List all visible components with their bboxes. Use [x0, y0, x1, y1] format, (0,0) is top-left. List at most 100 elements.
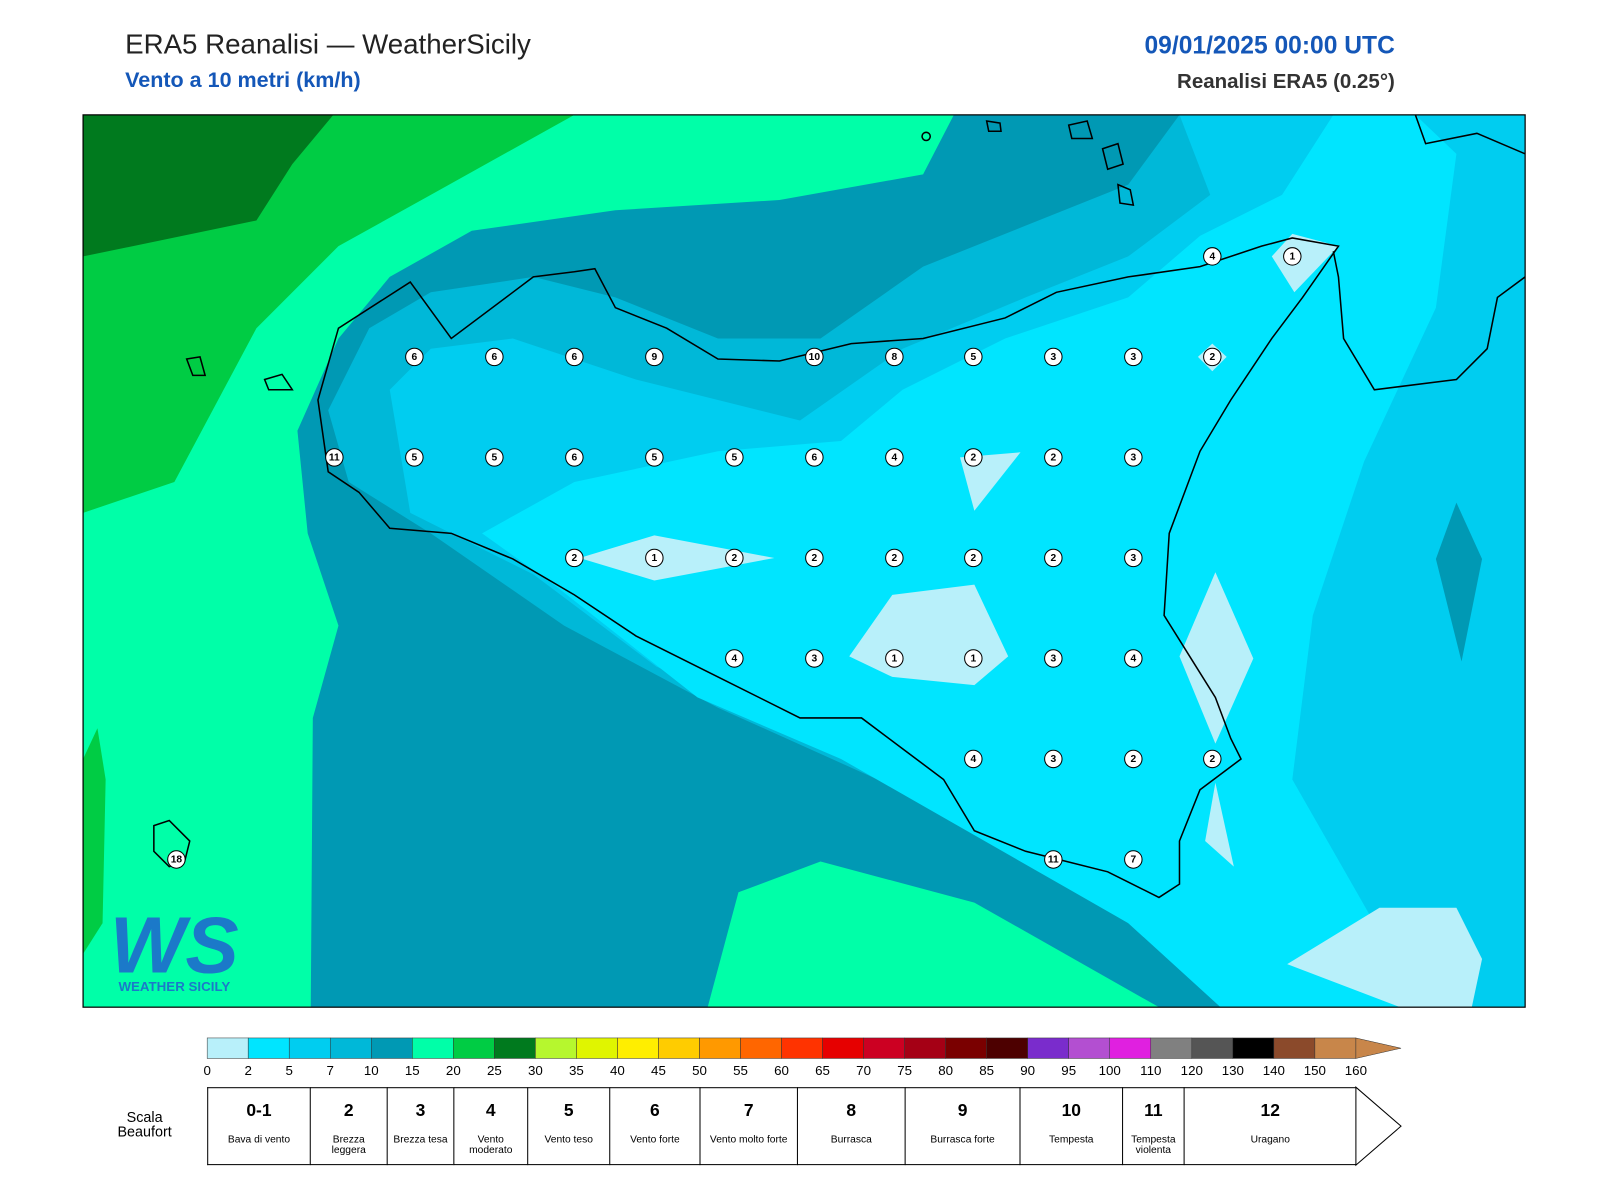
beaufort-description: Vento molto forte — [709, 1134, 788, 1146]
station-value: 3 — [1050, 352, 1056, 363]
beaufort-force: 12 — [1260, 1100, 1280, 1120]
colorbar-cell — [1027, 1037, 1069, 1059]
station-marker — [325, 448, 344, 467]
beaufort-description: Tempesta — [1049, 1134, 1094, 1146]
station-value: 5 — [732, 452, 738, 463]
colorbar-tick-label: 45 — [651, 1063, 666, 1078]
colorbar-cell — [206, 1037, 249, 1059]
beaufort-force: 8 — [846, 1100, 857, 1120]
station-marker — [1203, 247, 1222, 266]
beaufort-cell: 7 Vento molto forte — [699, 1087, 797, 1166]
station-marker — [1044, 749, 1063, 769]
station-marker — [964, 649, 983, 668]
station-marker — [1283, 247, 1302, 266]
station-marker — [964, 749, 983, 769]
beaufort-cell: 5 Vento teso — [527, 1087, 610, 1166]
colorbar-cell — [288, 1037, 331, 1059]
station-value: 5 — [492, 452, 498, 463]
beaufort-force: 4 — [485, 1100, 496, 1120]
station-value: 6 — [572, 352, 578, 363]
station-value: 5 — [652, 452, 658, 463]
colorbar-tick-label: 55 — [733, 1063, 748, 1078]
station-marker — [565, 448, 584, 467]
station-value: 4 — [732, 653, 738, 664]
beaufort-label: Scala Beaufort — [117, 1108, 172, 1140]
colorbar-tick-label: 50 — [692, 1063, 707, 1078]
station-marker — [885, 548, 904, 568]
station-marker — [405, 448, 424, 467]
colorbar-cell — [1109, 1037, 1152, 1059]
station-value: 1 — [1289, 251, 1295, 262]
colorbar-cell — [699, 1037, 741, 1059]
colorbar-cell — [247, 1037, 290, 1059]
colorbar-tick-label: 65 — [815, 1063, 830, 1078]
station-marker — [805, 548, 824, 568]
station-marker — [1044, 649, 1063, 668]
beaufort-description: Vento forte — [630, 1134, 680, 1146]
map-frame — [82, 114, 1526, 1008]
station-value: 6 — [412, 352, 418, 363]
station-marker — [1124, 548, 1143, 568]
stations: 6 6 6 9 10 8 5 3 3 211 5 5 6 5 5 6 4 2 2 32 1 2 2 2 2 2 34 3 1 1 3 44 3 2… — [167, 247, 1302, 869]
station-marker — [1124, 448, 1143, 467]
datetime: 09/01/2025 00:00 UTC — [1144, 32, 1395, 59]
station-value: 6 — [572, 452, 578, 463]
colorbar-cell — [740, 1037, 782, 1059]
station-value: 2 — [1209, 754, 1215, 765]
station-marker — [1203, 347, 1222, 367]
station-value: 2 — [572, 553, 578, 564]
colorbar-tick-label: 25 — [487, 1063, 502, 1078]
colorbar-tick-label: 130 — [1222, 1063, 1244, 1078]
station-marker — [1044, 448, 1063, 467]
station-value: 18 — [171, 854, 183, 865]
colorbar-cell — [945, 1037, 987, 1059]
colorbar-tick-label: 95 — [1061, 1063, 1076, 1078]
colorbar-tick-label: 60 — [774, 1063, 789, 1078]
station-value: 3 — [1130, 553, 1136, 564]
station-value: 2 — [1050, 553, 1056, 564]
station-marker — [725, 548, 744, 568]
station-value: 11 — [1048, 854, 1059, 865]
station-value: 5 — [970, 352, 976, 363]
station-marker — [964, 347, 983, 367]
station-value: 2 — [892, 553, 898, 564]
station-marker — [1044, 850, 1063, 869]
station-marker — [405, 347, 424, 367]
beaufort-force: 2 — [343, 1100, 354, 1120]
station-marker — [805, 448, 824, 467]
beaufort-description: Tempesta violenta — [1131, 1134, 1176, 1156]
beaufort-cell: 10 Tempesta — [1019, 1087, 1123, 1166]
colorbar-tick-label: 40 — [610, 1063, 625, 1078]
beaufort-cell: 12 Uragano — [1183, 1087, 1356, 1166]
station-marker — [964, 448, 983, 467]
station-marker — [1124, 649, 1143, 668]
beaufort-description: Burrasca forte — [930, 1134, 995, 1146]
station-value: 3 — [1130, 352, 1136, 363]
station-marker — [725, 649, 744, 668]
station-value: 7 — [1130, 854, 1136, 865]
beaufort-cell: 4 Vento moderato — [453, 1087, 528, 1166]
station-value: 2 — [970, 452, 976, 463]
station-value: 4 — [892, 452, 898, 463]
station-marker — [885, 347, 904, 367]
colorbar-cell — [1068, 1037, 1110, 1059]
beaufort-cell: 9 Burrasca forte — [904, 1087, 1020, 1166]
station-value: 3 — [1050, 653, 1056, 664]
colorbar-tick-label: 7 — [327, 1063, 334, 1078]
colorbar-tick-label: 100 — [1099, 1063, 1121, 1078]
beaufort-description: Vento teso — [544, 1134, 593, 1146]
colorbar-cell — [658, 1037, 700, 1059]
colorbar-cell — [535, 1037, 577, 1059]
station-marker — [805, 347, 824, 367]
station-value: 2 — [812, 553, 818, 564]
station-marker — [565, 347, 584, 367]
colorbar-cell — [1314, 1037, 1357, 1059]
logo-text: WEATHER SICILY — [118, 979, 230, 994]
colorbar-tick-label: 5 — [286, 1063, 293, 1078]
beaufort-description: Burrasca — [830, 1134, 872, 1146]
colorbar-cell — [781, 1037, 823, 1059]
beaufort-cell: 3 Brezza tesa — [386, 1087, 454, 1166]
station-marker — [1044, 347, 1063, 367]
colorbar-tick-label: 160 — [1345, 1063, 1367, 1078]
station-value: 2 — [1130, 754, 1136, 765]
